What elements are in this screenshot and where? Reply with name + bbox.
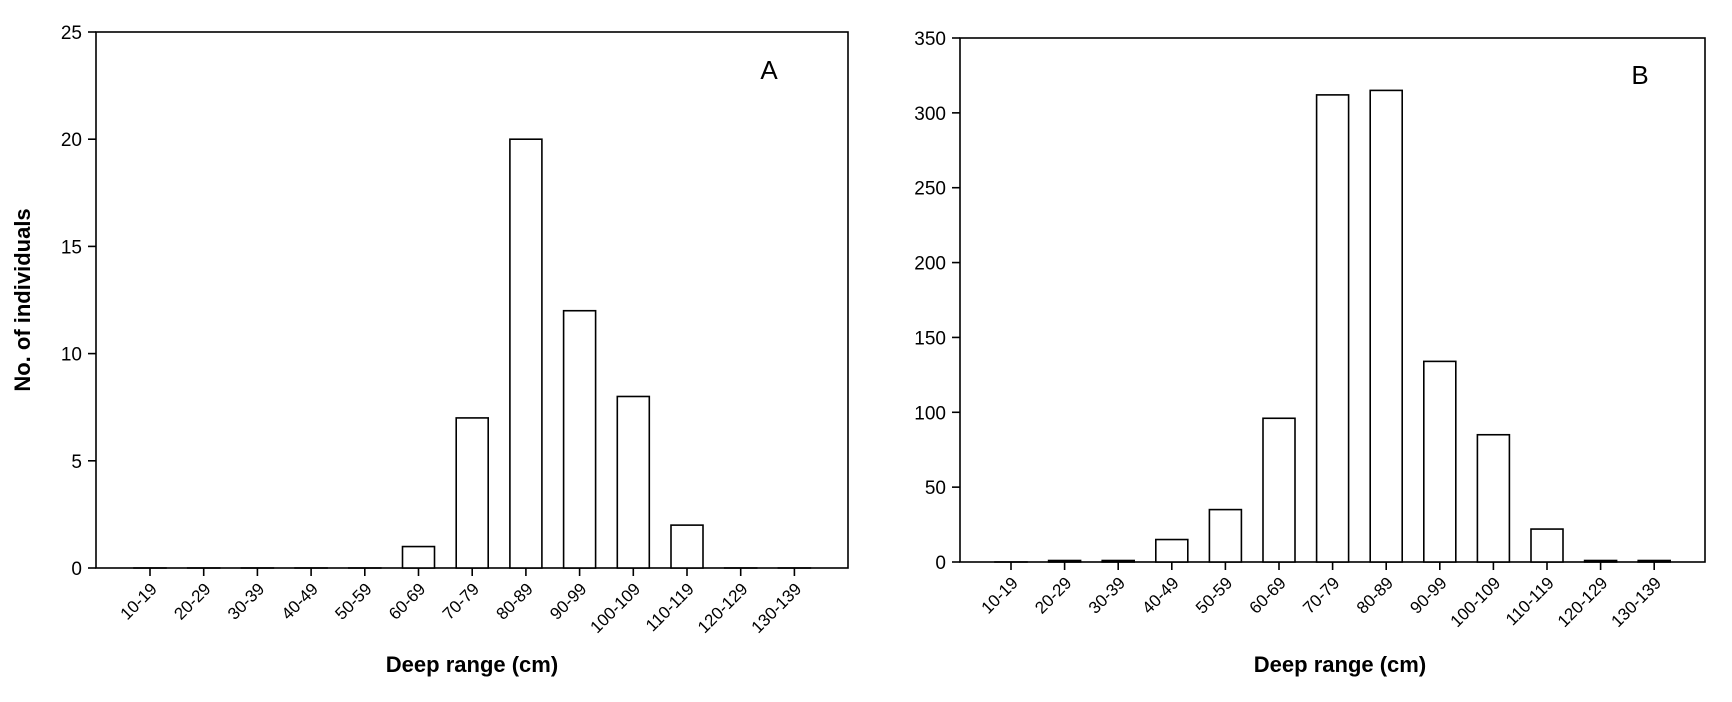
axis-ticks: [952, 37, 1655, 570]
y-tick-label: 350: [914, 29, 946, 50]
bar: [1637, 559, 1671, 563]
bar: [455, 417, 490, 569]
bar: [1101, 559, 1135, 563]
y-tick-label: 10: [61, 345, 82, 366]
x-tick-label: 80-89: [493, 579, 537, 623]
bar: [1423, 360, 1457, 563]
panel-label: B: [1631, 60, 1648, 90]
y-tick-label: 0: [71, 559, 82, 580]
x-tick-label: 60-69: [385, 579, 429, 623]
y-tick-label: 100: [914, 403, 946, 424]
x-tick-label: 50-59: [1192, 573, 1236, 617]
x-tick-label: 130-139: [748, 579, 806, 637]
x-tick-label: 20-29: [170, 579, 214, 623]
x-tick-label: 30-39: [224, 579, 268, 623]
chart-panel-a: 0 5 10 15 20 25 10-19 20-29 30-39 40-49 50-59 60-6…: [10, 23, 849, 677]
bar: [1047, 559, 1082, 563]
y-tick-label: 200: [914, 254, 946, 275]
x-axis-title: Deep range (cm): [1254, 652, 1426, 677]
bar: [1208, 508, 1243, 563]
x-tick-label: 60-69: [1246, 573, 1290, 617]
y-tick-label: 300: [914, 104, 946, 125]
x-tick-label: 50-59: [331, 579, 375, 623]
chart-panel-b: 0 50 100 150 200 250 300 350 10-19 20-29 30-39 40-…: [914, 29, 1706, 677]
y-tick-labels: 0 5 10 15 20 25: [61, 23, 82, 580]
x-tick-label: 120-129: [694, 579, 752, 637]
x-tick-label: 110-119: [642, 579, 698, 635]
y-axis-title: No. of individuals: [10, 208, 35, 391]
y-tick-label: 250: [914, 179, 946, 200]
x-tick-label: 130-139: [1607, 573, 1665, 631]
bar: [401, 545, 436, 569]
x-tick-label: 10-19: [117, 579, 161, 623]
x-tick-label: 70-79: [1299, 573, 1343, 617]
x-tick-label: 120-129: [1554, 573, 1612, 631]
x-tick-label: 100-109: [1447, 573, 1505, 631]
y-tick-labels: 0 50 100 150 200 250 300 350: [914, 29, 946, 574]
x-tick-labels: 10-19 20-29 30-39 40-49 50-59 60-69 70-79 80-89…: [978, 573, 1665, 631]
x-tick-label: 20-29: [1031, 573, 1075, 617]
bar: [1262, 417, 1296, 563]
y-tick-label: 15: [61, 237, 82, 258]
bar: [670, 524, 704, 569]
bar: [1315, 94, 1350, 563]
x-tick-label: 70-79: [439, 579, 483, 623]
bar: [1530, 528, 1564, 563]
x-tick-label: 80-89: [1353, 573, 1397, 617]
bar: [616, 395, 651, 569]
x-tick-label: 40-49: [1138, 573, 1182, 617]
y-tick-label: 25: [61, 23, 82, 44]
x-tick-label: 10-19: [978, 573, 1022, 617]
x-tick-label: 110-119: [1502, 573, 1558, 629]
x-tick-label: 30-39: [1085, 573, 1129, 617]
axis-ticks: [88, 31, 796, 576]
x-tick-label: 40-49: [278, 579, 322, 623]
y-tick-label: 0: [935, 553, 946, 574]
x-tick-label: 100-109: [587, 579, 645, 637]
x-tick-labels: 10-19 20-29 30-39 40-49 50-59 60-69 70-79 80-89…: [117, 579, 806, 637]
x-axis-title: Deep range (cm): [386, 652, 558, 677]
bar: [509, 138, 543, 569]
x-tick-label: 90-99: [546, 579, 590, 623]
panel-label: A: [760, 55, 778, 85]
y-tick-label: 20: [61, 130, 82, 151]
bar: [562, 309, 597, 569]
y-tick-label: 50: [925, 478, 946, 499]
x-tick-label: 90-99: [1406, 573, 1450, 617]
bars: [994, 89, 1671, 563]
bar: [1583, 559, 1618, 563]
y-tick-label: 150: [914, 328, 946, 349]
bar: [1155, 538, 1189, 563]
y-tick-label: 5: [71, 452, 82, 473]
bar: [1476, 433, 1511, 563]
bar: [1369, 89, 1403, 563]
bars: [133, 138, 812, 569]
